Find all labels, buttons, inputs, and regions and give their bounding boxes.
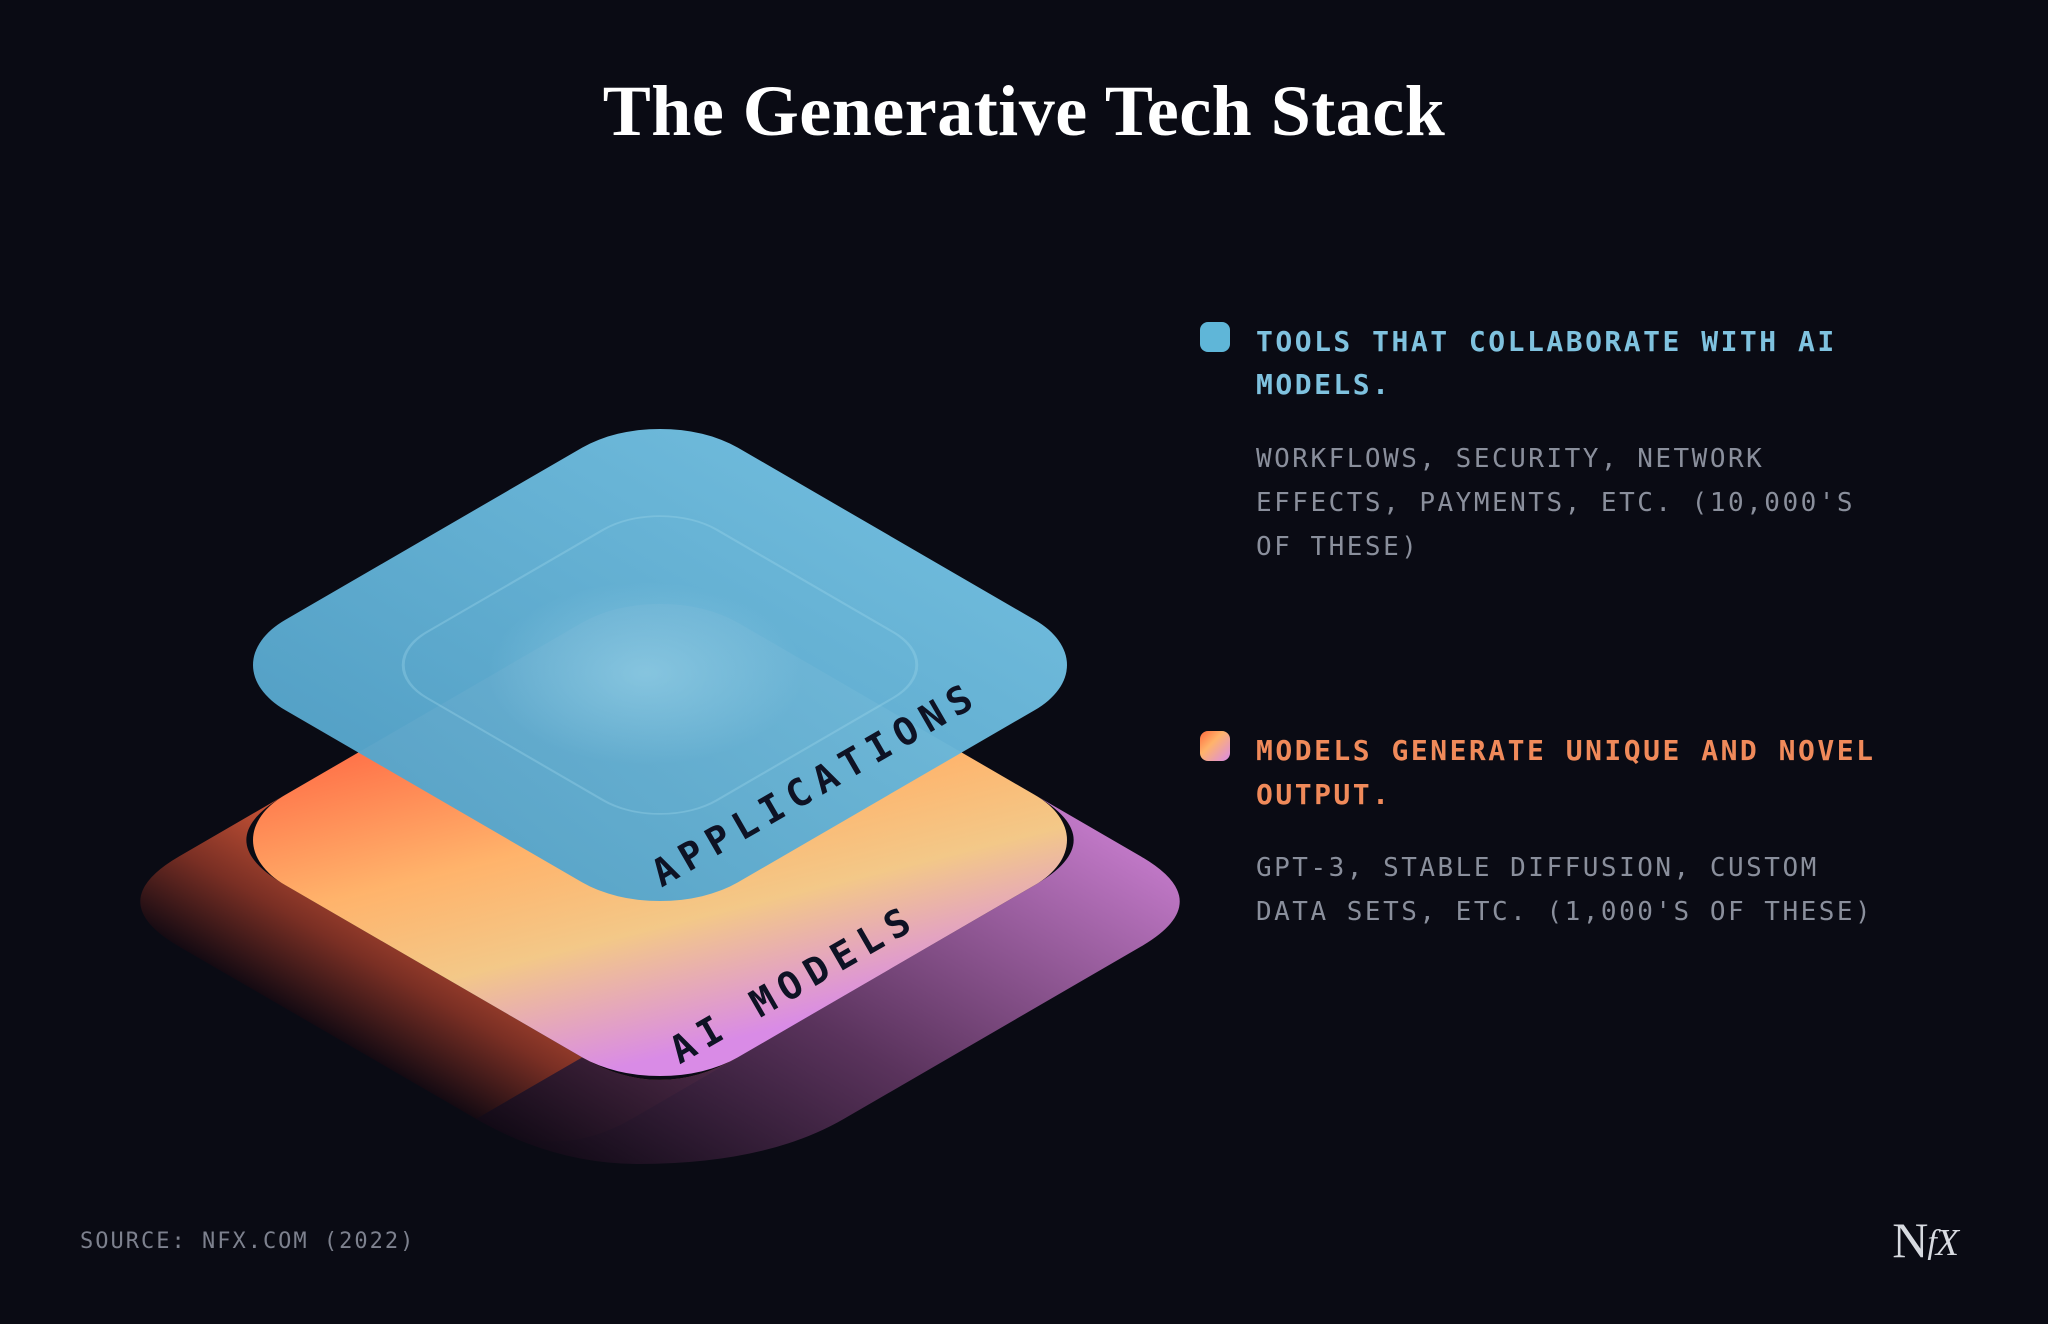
legend-item-ai-models: MODELS GENERATE UNIQUE AND NOVEL OUTPUT.… — [1200, 729, 1900, 934]
stack-svg: AI MODELS APPLICATIONS — [160, 270, 1160, 1170]
legend-title: MODELS GENERATE UNIQUE AND NOVEL OUTPUT. — [1256, 729, 1900, 816]
swatch-icon — [1200, 322, 1230, 352]
logo-x: X — [1936, 1222, 1958, 1264]
page-title: The Generative Tech Stack — [0, 70, 2048, 153]
nfx-logo: NfX — [1892, 1211, 1958, 1269]
logo-n: N — [1892, 1212, 1927, 1268]
legend-body: GPT-3, STABLE DIFFUSION, CUSTOM DATA SET… — [1256, 846, 1900, 934]
legend-title: TOOLS THAT COLLABORATE WITH AI MODELS. — [1256, 320, 1900, 407]
legend-item-applications: TOOLS THAT COLLABORATE WITH AI MODELS. W… — [1200, 320, 1900, 569]
infographic-canvas: The Generative Tech Stack — [0, 0, 2048, 1324]
swatch-icon — [1200, 731, 1230, 761]
stack-diagram: AI MODELS APPLICATIONS — [160, 270, 1160, 1170]
source-caption: SOURCE: NFX.COM (2022) — [80, 1229, 415, 1254]
logo-f: f — [1927, 1224, 1935, 1261]
legend: TOOLS THAT COLLABORATE WITH AI MODELS. W… — [1200, 320, 1900, 1095]
legend-body: WORKFLOWS, SECURITY, NETWORK EFFECTS, PA… — [1256, 437, 1900, 570]
